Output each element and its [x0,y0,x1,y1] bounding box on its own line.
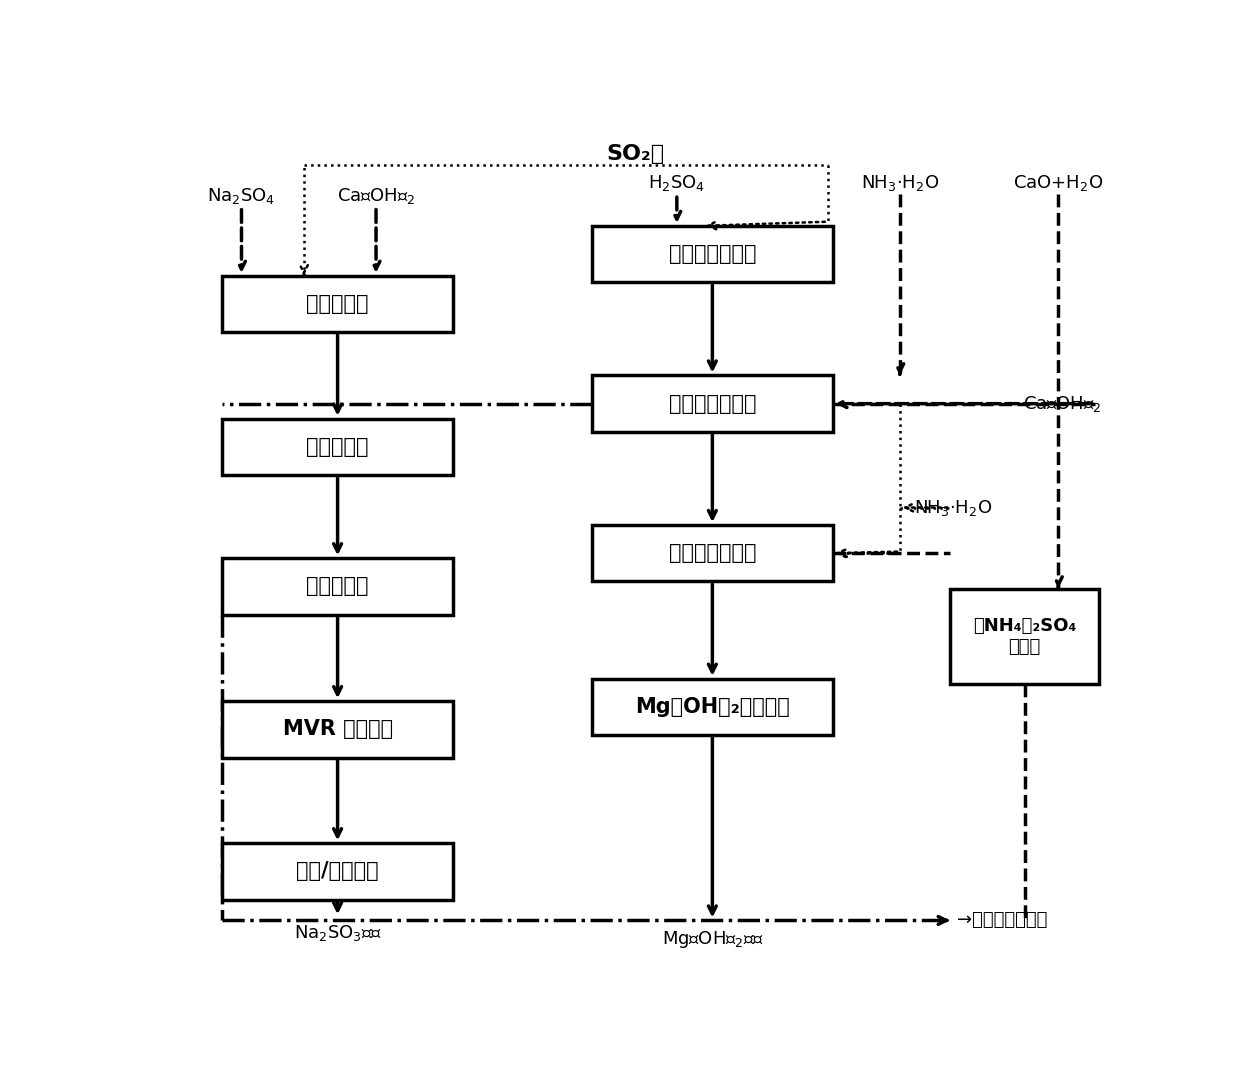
Bar [222,276,453,332]
Bar [222,843,453,900]
Text: 中和反应罐: 中和反应罐 [306,437,368,456]
Bar [593,679,832,735]
Text: NH$_3$·H$_2$O: NH$_3$·H$_2$O [914,497,992,518]
Text: H$_2$SO$_4$: H$_2$SO$_4$ [649,173,706,193]
Bar [222,701,453,757]
Text: 结晶/干燥装置: 结晶/干燥装置 [296,861,379,882]
Text: CaO+H$_2$O: CaO+H$_2$O [1013,173,1104,193]
Bar [950,588,1099,684]
Text: Ca（OH）$_2$: Ca（OH）$_2$ [1023,394,1101,413]
Text: →中性石膏副产品: →中性石膏副产品 [957,912,1048,929]
Text: Ca（OH）$_2$: Ca（OH）$_2$ [337,186,415,206]
Text: 亚硫酸镁酸化罐: 亚硫酸镁酸化罐 [668,244,756,264]
Text: 镂灸沉镁反应罐: 镂灸沉镁反应罐 [668,543,756,563]
Text: 洗洤过滤罐: 洗洤过滤罐 [306,576,368,597]
Text: MVR 蜂发机组: MVR 蜂发机组 [283,720,393,739]
Text: 亚销转化罐: 亚销转化罐 [306,293,368,314]
Text: Na$_2$SO$_3$产品: Na$_2$SO$_3$产品 [294,923,382,943]
Bar [593,226,832,283]
Bar [593,525,832,582]
Bar [222,419,453,475]
Bar [222,558,453,615]
Text: Na$_2$SO$_4$: Na$_2$SO$_4$ [207,186,275,206]
Text: Mg（OH）$_2$产品: Mg（OH）$_2$产品 [661,929,764,950]
Text: （NH₄）₂SO₄
蜂氨器: （NH₄）₂SO₄ 蜂氨器 [973,617,1076,656]
Text: Mg（OH）₂过滤干燥: Mg（OH）₂过滤干燥 [635,697,790,716]
Text: NH$_3$·H$_2$O: NH$_3$·H$_2$O [861,173,939,193]
Bar [593,375,832,432]
Text: SO₂气: SO₂气 [606,145,665,164]
Text: 中和氧化除馒铁: 中和氧化除馒铁 [668,394,756,413]
